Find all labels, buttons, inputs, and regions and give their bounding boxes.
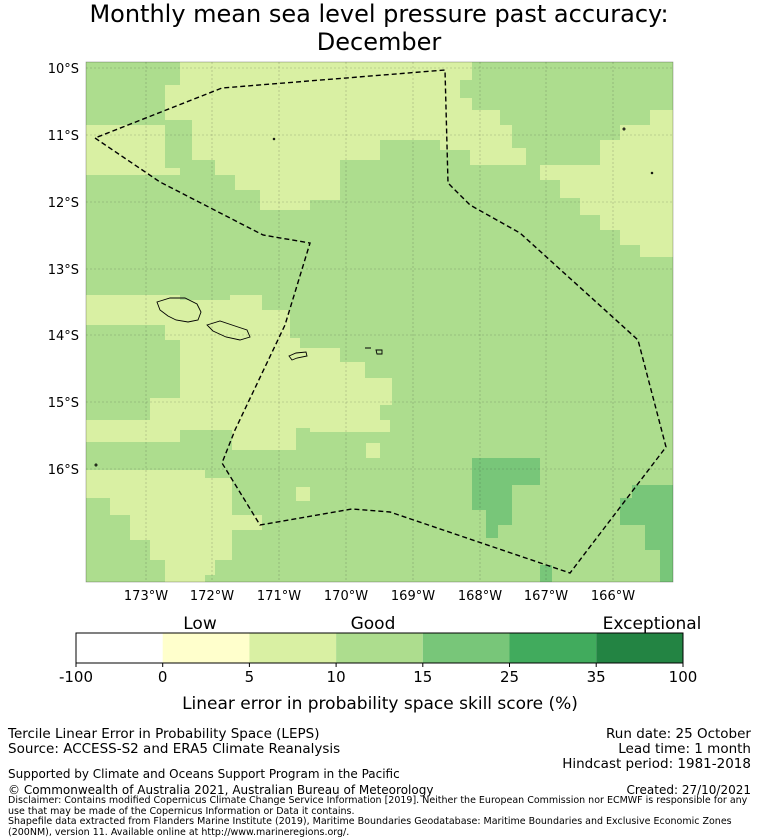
tick-label: 35	[587, 668, 606, 686]
lat-label: 11°S	[48, 129, 79, 144]
colorbar-swatch	[596, 633, 683, 663]
manua-islands	[365, 347, 383, 355]
graticule	[86, 62, 673, 582]
map-title-line2: December	[316, 28, 442, 56]
hindcast-period: Hindcast period: 1981-2018	[562, 756, 751, 772]
tick-label: 100	[669, 668, 698, 686]
colorbar-tick-labels: -100 0 5 10 15 25 35 100	[59, 668, 697, 686]
tick-label: -100	[59, 668, 93, 686]
created-date: Created: 27/10/2021	[626, 783, 751, 797]
lon-label: 173°W	[124, 589, 168, 604]
method-text: Tercile Linear Error in Probability Spac…	[8, 726, 320, 742]
colorbar-ticks	[75, 663, 684, 667]
colorbar-swatch	[76, 633, 163, 663]
lat-label: 16°S	[48, 463, 79, 478]
skill-region-fair	[86, 62, 673, 582]
eez-boundary	[94, 69, 667, 574]
colorbar-swatch	[162, 633, 250, 663]
lead-time: Lead time: 1 month	[618, 741, 751, 757]
colorbar-swatch	[422, 633, 510, 663]
latitude-labels: 10°S 11°S 12°S 13°S 14°S 15°S 16°S	[48, 62, 79, 478]
lat-label: 10°S	[48, 62, 79, 77]
small-island-2	[650, 171, 654, 175]
lon-label: 171°W	[257, 589, 301, 604]
source-text: Source: ACCESS-S2 and ERA5 Climate Reana…	[8, 741, 341, 757]
lon-label: 172°W	[190, 589, 234, 604]
lat-label: 14°S	[48, 329, 79, 344]
tick-label: 10	[327, 668, 346, 686]
lon-label: 170°W	[324, 589, 368, 604]
supported-text: Supported by Climate and Oceans Support …	[8, 767, 400, 781]
skill-region-very-good	[472, 458, 673, 582]
colorbar-swatch	[249, 633, 337, 663]
lat-label: 13°S	[48, 263, 79, 278]
small-island-3	[94, 463, 98, 467]
colorbar-swatches	[76, 633, 683, 663]
colorbar-label: Linear error in probability space skill …	[182, 694, 578, 714]
tutuila-island	[288, 351, 308, 361]
tick-label: 25	[500, 668, 519, 686]
category-exceptional: Exceptional	[603, 614, 702, 634]
lat-label: 15°S	[48, 396, 79, 411]
longitude-labels: 173°W 172°W 171°W 170°W 169°W 168°W 167°…	[124, 589, 635, 604]
category-good: Good	[351, 614, 396, 634]
upolu-island	[206, 320, 251, 341]
map-figure: 10°S 11°S 12°S 13°S 14°S 15°S 16°S 173°W…	[48, 61, 701, 714]
lon-label: 169°W	[391, 589, 435, 604]
lat-label: 12°S	[48, 196, 79, 211]
small-island-4	[272, 137, 276, 141]
colorbar-outline	[75, 632, 684, 664]
colorbar-categories: Low Good Exceptional	[183, 614, 701, 634]
colorbar: Low Good Exceptional -100 0 5 10 15 25 3…	[59, 614, 701, 714]
shapefile-text: Shapefile data extracted from Flanders M…	[8, 816, 732, 838]
islands	[94, 127, 654, 467]
colorbar-swatch	[336, 633, 423, 663]
savaii-island	[156, 297, 202, 323]
lon-label: 166°W	[591, 589, 635, 604]
run-date: Run date: 25 October	[606, 726, 751, 742]
colorbar-swatch	[509, 633, 597, 663]
category-low: Low	[183, 614, 217, 634]
map-title-line1: Monthly mean sea level pressure past acc…	[89, 0, 669, 28]
lon-label: 168°W	[458, 589, 502, 604]
small-island-1	[622, 127, 626, 131]
copyright-text: © Commonwealth of Australia 2021, Austra…	[8, 783, 434, 797]
tick-label: 0	[158, 668, 168, 686]
skill-score-field	[86, 62, 673, 582]
tick-label: 15	[413, 668, 432, 686]
map-frame	[85, 61, 674, 583]
lon-label: 167°W	[524, 589, 568, 604]
tick-label: 5	[245, 668, 255, 686]
disclaimer-text: Disclaimer: Contains modified Copernicus…	[8, 795, 748, 817]
